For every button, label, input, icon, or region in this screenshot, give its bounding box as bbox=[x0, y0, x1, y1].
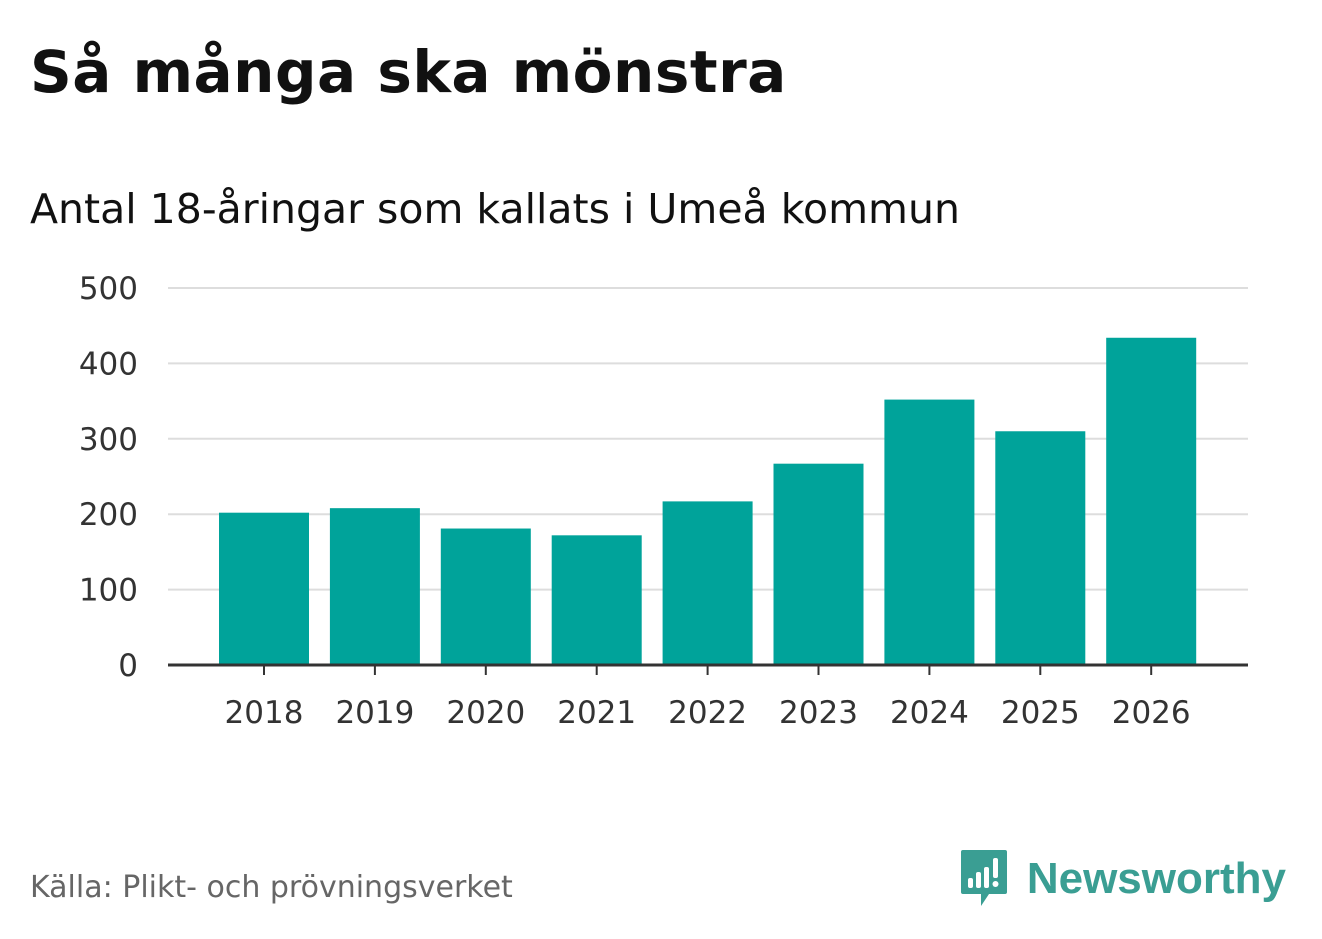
x-tick-label: 2023 bbox=[779, 695, 858, 731]
y-axis-ticks: 0 100 200 300 400 500 bbox=[79, 271, 138, 684]
bars bbox=[219, 337, 1197, 665]
y-tick-label: 500 bbox=[79, 271, 138, 307]
bar-2026 bbox=[1106, 337, 1197, 665]
x-tick-label: 2018 bbox=[225, 695, 304, 731]
bar-2024 bbox=[884, 399, 975, 665]
brand-name: Newsworthy bbox=[1026, 854, 1286, 903]
x-axis bbox=[168, 663, 1248, 675]
bar-2023 bbox=[773, 463, 864, 665]
x-tick-label: 2024 bbox=[890, 695, 969, 731]
x-tick-label: 2022 bbox=[668, 695, 747, 731]
y-tick-label: 200 bbox=[79, 497, 138, 533]
x-tick-label: 2020 bbox=[446, 695, 525, 731]
x-axis-ticks: 2018 2019 2020 2021 2022 2023 2024 2025 2026 bbox=[225, 695, 1191, 731]
bar-2021 bbox=[551, 535, 642, 665]
x-tick-label: 2021 bbox=[557, 695, 636, 731]
source-note: Källa: Plikt- och prövningsverket bbox=[30, 870, 513, 905]
bar-2025 bbox=[995, 431, 1086, 665]
bar-2020 bbox=[440, 528, 531, 665]
brand-logo: Newsworthy bbox=[959, 848, 1286, 910]
y-tick-label: 0 bbox=[118, 648, 138, 684]
bar-2019 bbox=[329, 508, 420, 665]
x-tick-label: 2026 bbox=[1112, 695, 1191, 731]
x-tick-label: 2019 bbox=[335, 695, 414, 731]
chart-title: Så många ska mönstra bbox=[30, 38, 787, 106]
newsworthy-logo-icon bbox=[960, 850, 1007, 906]
y-tick-label: 300 bbox=[79, 422, 138, 458]
bar-2022 bbox=[662, 501, 753, 665]
x-tick-label: 2025 bbox=[1001, 695, 1080, 731]
y-tick-label: 400 bbox=[79, 346, 138, 382]
bar-2018 bbox=[219, 512, 309, 665]
chart-subtitle: Antal 18-åringar som kallats i Umeå komm… bbox=[30, 185, 960, 233]
y-tick-label: 100 bbox=[79, 573, 138, 609]
